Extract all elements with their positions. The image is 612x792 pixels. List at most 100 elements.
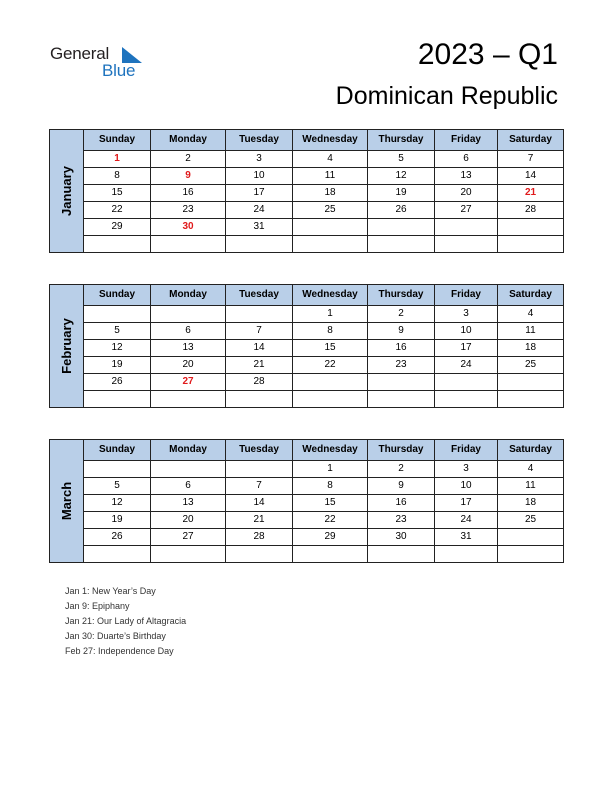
- day-cell: 8: [292, 322, 368, 340]
- day-cell: [83, 390, 151, 408]
- day-cell: [150, 305, 226, 323]
- day-cell: [497, 218, 564, 236]
- week-row: [50, 390, 564, 408]
- day-cell: 18: [292, 184, 368, 202]
- holiday-note: Jan 21: Our Lady of Altagracia: [65, 616, 187, 626]
- week-row: 5 6 7 8 9 10 11: [50, 322, 564, 340]
- weekday-header: Sunday: [83, 439, 151, 461]
- day-cell: 25: [497, 356, 564, 374]
- day-cell: 20: [150, 356, 226, 374]
- day-cell: 23: [367, 511, 435, 529]
- day-cell: 16: [367, 339, 435, 357]
- day-cell: 25: [497, 511, 564, 529]
- month-name: March: [58, 481, 74, 521]
- day-cell: 19: [83, 356, 151, 374]
- day-cell: 1: [292, 305, 368, 323]
- day-cell: 14: [225, 339, 293, 357]
- day-cell: 7: [225, 477, 293, 495]
- day-cell: 9: [367, 477, 435, 495]
- day-cell: 18: [497, 494, 564, 512]
- day-cell: [150, 545, 226, 563]
- day-cell: [150, 235, 226, 253]
- day-cell: 24: [225, 201, 293, 219]
- day-cell: [83, 545, 151, 563]
- day-cell: 6: [434, 150, 498, 168]
- week-row: 8 9 10 11 12 13 14: [50, 167, 564, 185]
- day-cell: 13: [150, 339, 226, 357]
- weekday-header: Sunday: [83, 129, 151, 151]
- weekday-header: Monday: [150, 284, 226, 306]
- day-cell: 23: [367, 356, 435, 374]
- day-cell: 27: [150, 528, 226, 546]
- day-cell: 22: [292, 356, 368, 374]
- day-cell: 29: [83, 218, 151, 236]
- calendar-table: March Sunday Monday Tuesday Wednesday Thursda…: [49, 439, 564, 563]
- day-cell: 3: [225, 150, 293, 168]
- weekday-header: Thursday: [367, 439, 435, 461]
- month-name: January: [58, 166, 74, 216]
- day-cell: 9: [367, 322, 435, 340]
- day-cell: 15: [292, 494, 368, 512]
- day-cell: [225, 235, 293, 253]
- month-label: March: [49, 439, 84, 563]
- day-cell: 14: [497, 167, 564, 185]
- weekday-header: Friday: [434, 129, 498, 151]
- day-cell: [83, 460, 151, 478]
- day-cell: 27: [434, 201, 498, 219]
- day-cell: 11: [497, 477, 564, 495]
- day-cell: 6: [150, 477, 226, 495]
- month-label: January: [49, 129, 84, 253]
- calendar-table: February Sunday Monday Tuesday Wednesday Thur…: [49, 284, 564, 408]
- day-cell: 19: [83, 511, 151, 529]
- day-cell: [225, 390, 293, 408]
- day-cell: 10: [434, 322, 498, 340]
- day-cell: [292, 373, 368, 391]
- day-cell: 11: [497, 322, 564, 340]
- week-row: 5 6 7 8 9 10 11: [50, 477, 564, 495]
- month-calendar-january: January Sunday Monday Tuesday Wednesday Thurs…: [49, 129, 564, 253]
- day-cell: [225, 460, 293, 478]
- holiday-notes: Jan 1: New Year’s Day Jan 9: Epiphany Ja…: [65, 584, 186, 659]
- day-cell: 22: [83, 201, 151, 219]
- day-cell: 12: [367, 167, 435, 185]
- month-name: February: [58, 318, 74, 374]
- calendar-table: January Sunday Monday Tuesday Wednesday Thurs…: [49, 129, 564, 253]
- logo-triangle-icon: [122, 47, 142, 63]
- weekday-header: Thursday: [367, 284, 435, 306]
- week-row: 19 20 21 22 23 24 25: [50, 356, 564, 374]
- day-cell: 26: [367, 201, 435, 219]
- day-cell: 31: [434, 528, 498, 546]
- day-cell: [150, 460, 226, 478]
- day-cell: 12: [83, 494, 151, 512]
- day-cell: 26: [83, 373, 151, 391]
- day-cell: 19: [367, 184, 435, 202]
- general-blue-logo: General Blue: [50, 44, 150, 84]
- day-cell: [434, 218, 498, 236]
- weekday-header: Tuesday: [225, 129, 293, 151]
- day-cell: 9: [150, 167, 226, 185]
- month-label: February: [49, 284, 84, 408]
- week-row: 19 20 21 22 23 24 25: [50, 511, 564, 529]
- logo-text-general: General: [50, 44, 110, 63]
- holiday-note: Jan 30: Duarte’s Birthday: [65, 631, 166, 641]
- day-cell: [225, 545, 293, 563]
- day-cell: 5: [367, 150, 435, 168]
- day-cell: 1: [83, 150, 151, 168]
- day-cell: 21: [225, 511, 293, 529]
- weekday-header: Saturday: [497, 284, 564, 306]
- week-row: 12 13 14 15 16 17 18: [50, 339, 564, 357]
- weekday-header: Monday: [150, 129, 226, 151]
- day-cell: 2: [367, 305, 435, 323]
- day-cell: 18: [497, 339, 564, 357]
- day-cell: [434, 545, 498, 563]
- day-cell: 20: [434, 184, 498, 202]
- day-cell: [434, 373, 498, 391]
- week-row: [50, 235, 564, 253]
- day-cell: [497, 235, 564, 253]
- holiday-note: Jan 9: Epiphany: [65, 601, 130, 611]
- day-cell: 8: [292, 477, 368, 495]
- day-cell: 6: [150, 322, 226, 340]
- day-cell: [497, 373, 564, 391]
